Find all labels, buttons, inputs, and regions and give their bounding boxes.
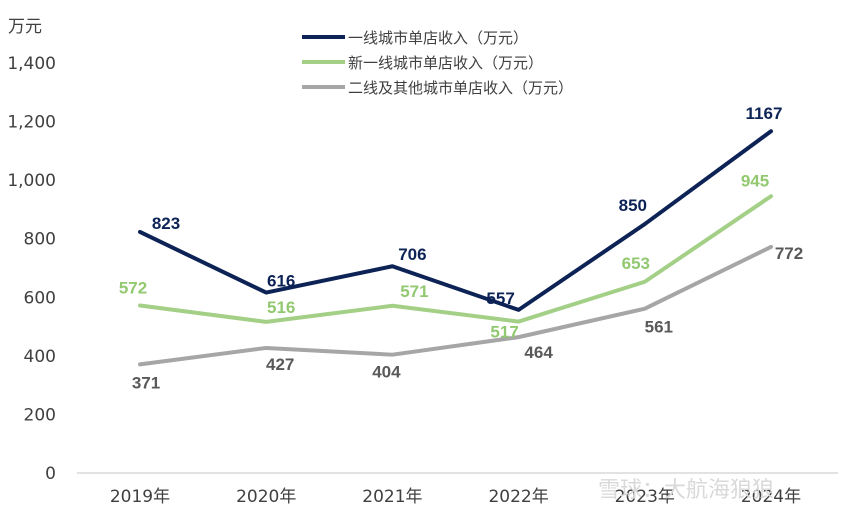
data-label: 850: [619, 196, 647, 215]
data-label: 557: [486, 289, 514, 308]
y-tick-label: 200: [24, 405, 56, 425]
x-tick-label: 2021年: [362, 487, 422, 507]
watermark-text: 雪球：大航海狼狼: [598, 478, 774, 503]
legend-label: 一线城市单店收入（万元）: [348, 29, 528, 47]
data-label: 706: [398, 245, 426, 264]
data-label: 823: [152, 214, 180, 233]
legend-label: 二线及其他城市单店收入（万元）: [348, 79, 573, 97]
x-tick-label: 2022年: [488, 487, 548, 507]
x-tick-label: 2024年: [741, 487, 801, 507]
series-lines: [138, 129, 773, 367]
data-labels: 823 616 706 557 850 1167 572 516 571 517 653 945 371…: [119, 104, 803, 392]
y-axis-ticks: 0 200 400 600 800 1,000 1,200 1,400: [7, 54, 56, 484]
data-label: 464: [524, 343, 553, 362]
data-label: 427: [266, 355, 294, 374]
data-label: 404: [372, 363, 401, 382]
legend-label: 新一线城市单店收入（万元）: [348, 54, 543, 72]
data-label: 772: [775, 244, 803, 263]
y-tick-label: 1,000: [7, 171, 56, 191]
y-tick-label: 1,200: [7, 113, 56, 133]
series-line-1: [138, 194, 773, 324]
y-tick-label: 0: [45, 464, 56, 484]
x-tick-label: 2019年: [110, 487, 170, 507]
y-tick-label: 600: [24, 288, 56, 308]
x-axis-ticks: 2019年 2020年 2021年 2022年 2023年 2024年: [110, 487, 801, 507]
data-label: 371: [132, 373, 160, 392]
data-label: 517: [490, 323, 518, 342]
data-label: 945: [741, 171, 769, 190]
series-line-0: [138, 129, 773, 312]
data-label: 516: [267, 298, 295, 317]
data-label: 561: [645, 318, 673, 337]
series-line-2: [138, 244, 773, 367]
data-label: 571: [400, 282, 428, 301]
y-tick-label: 800: [24, 230, 56, 250]
x-tick-label: 2023年: [615, 487, 675, 507]
legend: 一线城市单店收入（万元） 新一线城市单店收入（万元） 二线及其他城市单店收入（万元）: [302, 29, 573, 97]
data-label: 572: [119, 278, 147, 297]
y-unit-label: 万元: [8, 17, 42, 37]
x-tick-label: 2020年: [236, 487, 296, 507]
data-label: 1167: [746, 104, 783, 123]
y-tick-label: 1,400: [7, 54, 56, 74]
data-label: 616: [267, 272, 295, 291]
data-label: 653: [622, 254, 650, 273]
y-tick-label: 400: [24, 347, 56, 367]
